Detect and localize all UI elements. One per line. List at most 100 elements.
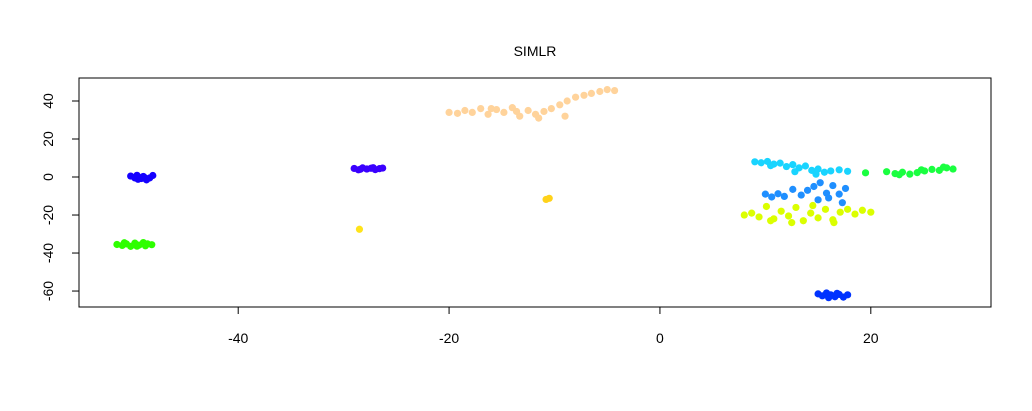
point (468, 108, 476, 116)
point (461, 106, 469, 115)
point (895, 171, 903, 179)
y-tick-label: 0 (40, 173, 56, 181)
point (500, 108, 508, 116)
point (768, 193, 776, 201)
point (556, 101, 564, 109)
point (801, 162, 810, 170)
point (835, 166, 843, 174)
point (356, 165, 365, 173)
point (477, 104, 485, 113)
point (810, 182, 818, 191)
chart-title: SIMLR (514, 43, 557, 59)
point (809, 201, 817, 210)
point (814, 214, 822, 222)
y-tick-label: -60 (40, 281, 56, 301)
point (587, 89, 596, 97)
y-tick-label: 20 (40, 131, 56, 147)
point (788, 219, 796, 227)
point (861, 169, 870, 177)
point (833, 289, 841, 297)
point (445, 108, 453, 116)
point (776, 159, 784, 167)
point (148, 241, 156, 249)
point (835, 190, 843, 198)
x-tick-label: 0 (656, 330, 664, 346)
point (825, 194, 833, 202)
point (767, 217, 775, 225)
point (949, 165, 957, 173)
point (140, 173, 148, 181)
point (611, 86, 619, 95)
point (512, 107, 521, 116)
point (841, 184, 850, 193)
point (535, 114, 543, 122)
point (453, 109, 462, 117)
point (755, 213, 763, 221)
point (561, 112, 569, 120)
point (782, 162, 791, 171)
point (355, 225, 364, 233)
point (780, 192, 788, 200)
point (751, 158, 759, 166)
point (858, 206, 866, 214)
point (803, 186, 812, 194)
point (540, 107, 548, 116)
point (827, 167, 835, 175)
point (928, 165, 936, 174)
point (789, 161, 797, 169)
point (844, 167, 852, 175)
point (120, 239, 128, 247)
point (844, 291, 852, 299)
point (789, 185, 797, 193)
point (740, 211, 748, 219)
point (825, 294, 833, 302)
point (939, 163, 948, 171)
point (797, 191, 805, 199)
point (791, 168, 799, 176)
point (906, 170, 914, 178)
point (762, 202, 771, 211)
y-tick-label: 40 (40, 93, 56, 109)
point (774, 190, 782, 198)
point (141, 242, 150, 250)
point (563, 97, 571, 105)
point (484, 110, 492, 118)
x-tick-label: 20 (863, 330, 879, 346)
point (767, 162, 775, 170)
point (580, 91, 588, 99)
point (807, 209, 815, 217)
point (883, 168, 891, 176)
x-tick-label: -40 (228, 330, 248, 346)
point (812, 170, 820, 178)
point (851, 210, 859, 218)
point (379, 164, 387, 172)
point (836, 208, 844, 216)
point (792, 203, 800, 212)
point (761, 190, 769, 198)
point (133, 171, 141, 179)
point (757, 159, 765, 167)
point (784, 212, 793, 220)
point (487, 104, 495, 113)
point (777, 207, 785, 215)
point (603, 85, 611, 94)
point (596, 87, 604, 96)
point (917, 166, 926, 174)
point (799, 217, 807, 225)
point (816, 179, 824, 187)
point (149, 171, 157, 180)
y-tick-label: -20 (40, 205, 56, 225)
point (814, 196, 822, 204)
point (748, 209, 756, 217)
x-tick-label: -20 (439, 330, 459, 346)
point (571, 93, 580, 101)
point (547, 104, 555, 113)
point (830, 219, 838, 227)
point (844, 205, 852, 213)
point (820, 168, 829, 176)
y-tick-label: -40 (40, 243, 56, 263)
point (838, 199, 846, 207)
point (369, 164, 377, 172)
point (867, 208, 875, 216)
